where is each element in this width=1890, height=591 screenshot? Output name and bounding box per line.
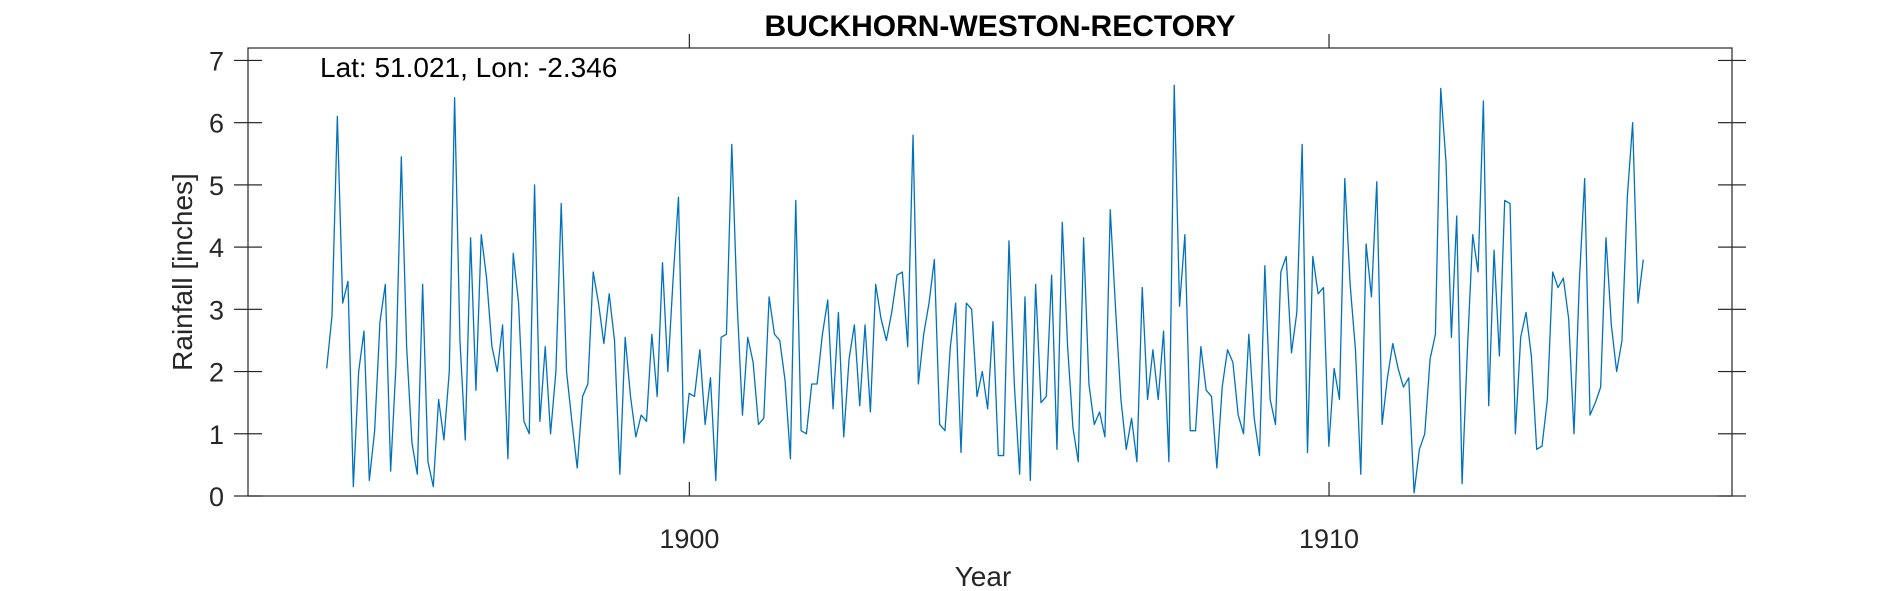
lat-lon-annotation: Lat: 51.021, Lon: -2.346 <box>320 52 617 83</box>
axis-tick-labels: 0 1 2 3 4 5 6 7 1900 1910 <box>209 46 1359 554</box>
x-axis-label: Year <box>955 561 1012 591</box>
chart-title: BUCKHORN-WESTON-RECTORY <box>764 10 1235 43</box>
y-tick-label: 1 <box>209 420 224 450</box>
y-tick-label: 6 <box>209 109 224 139</box>
y-axis-label: Rainfall [inches] <box>167 173 198 371</box>
y-tick-label: 3 <box>209 295 224 325</box>
plot-area <box>247 47 1733 497</box>
y-tick-label: 4 <box>209 233 224 263</box>
y-tick-label: 2 <box>209 358 224 388</box>
rainfall-series-line <box>326 84 1644 494</box>
x-tick-label: 1910 <box>1299 524 1359 554</box>
y-tick-label: 5 <box>209 171 224 201</box>
y-tick-label: 7 <box>209 46 224 76</box>
x-tick-label: 1900 <box>659 524 719 554</box>
y-tick-label: 0 <box>209 482 224 512</box>
axis-ticks <box>234 34 1746 497</box>
